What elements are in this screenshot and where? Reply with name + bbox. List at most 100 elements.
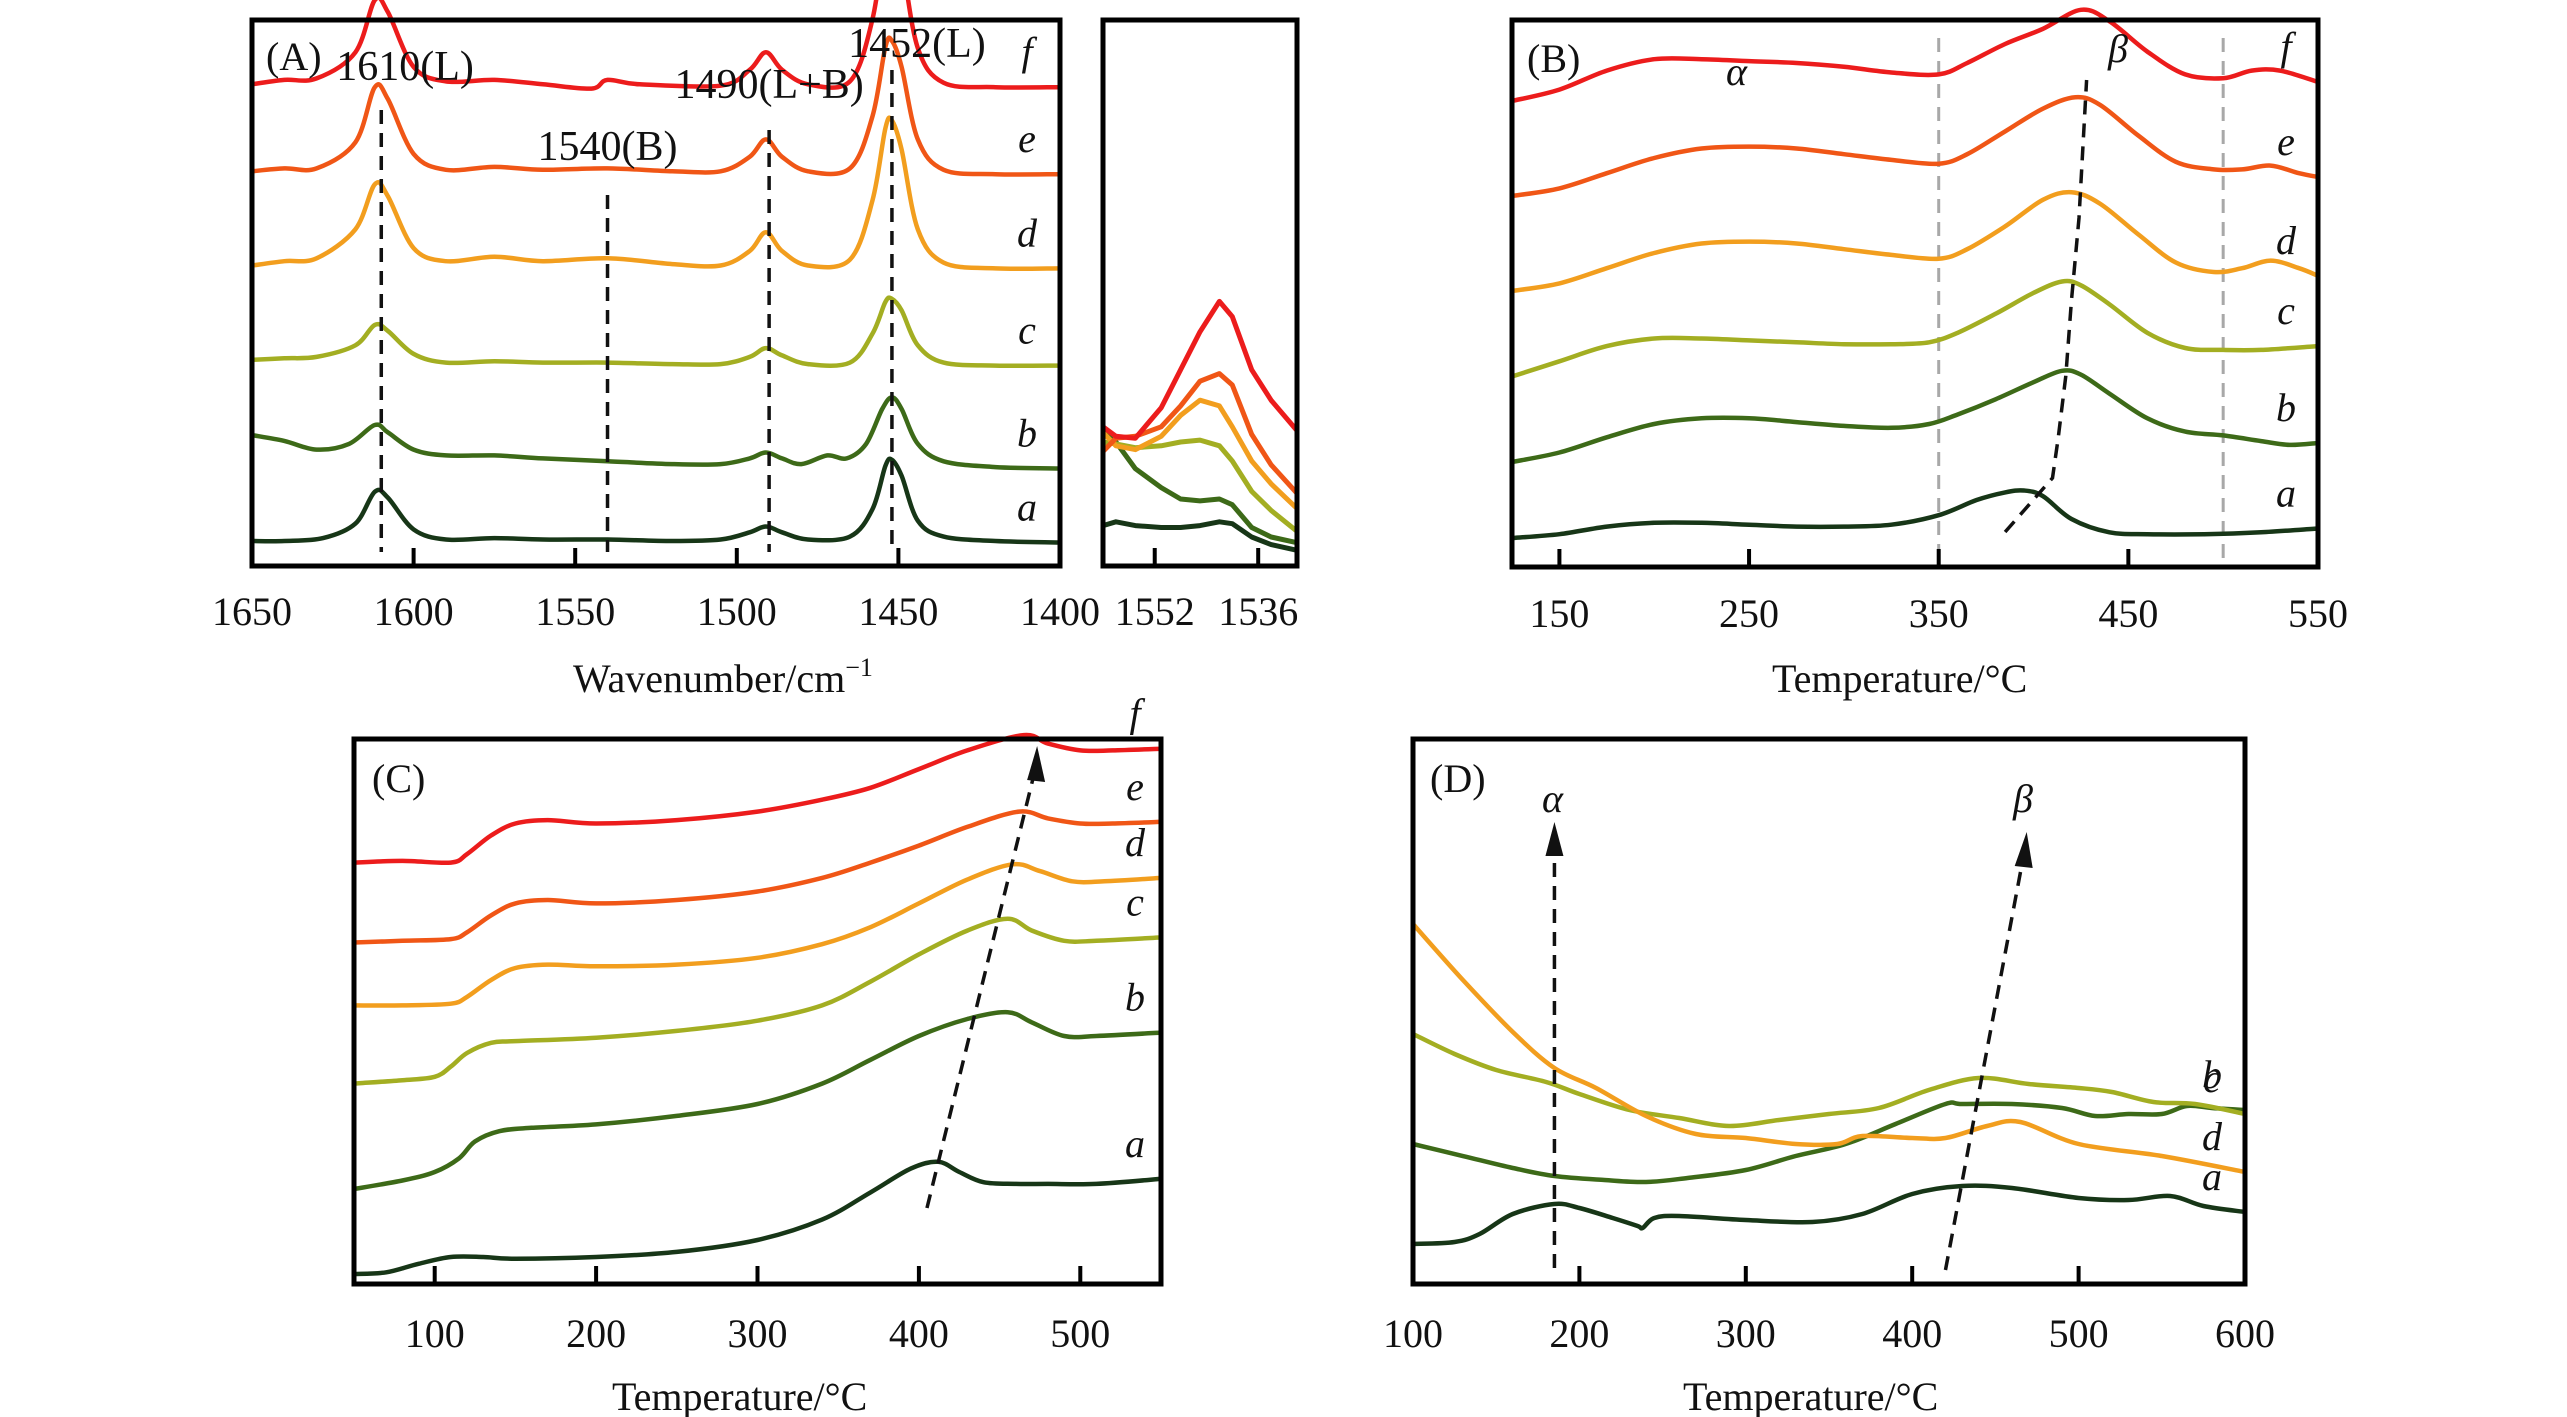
x-tick-label: 1400 <box>1020 589 1100 634</box>
curve-a <box>1410 1183 2248 1247</box>
panel-a-curves <box>249 0 1063 545</box>
beta-trend-line <box>1943 854 2026 1271</box>
curve-f <box>351 732 1164 866</box>
panel-a: 1610(L)1540(B)1490(L+B)1452(L) 1650 1600 1… <box>212 0 1100 701</box>
peak-annotation-1490: 1490(L+B) <box>674 62 863 108</box>
panel-b-beta-label: β <box>2107 26 2128 71</box>
curve-label-d: d <box>1125 820 1146 865</box>
curve-label-e: e <box>1126 764 1144 809</box>
panel-c-curves <box>351 732 1164 1277</box>
panel-c: 100 200 300 400 500 (C) Temperature/°C a b cde… <box>351 691 1164 1417</box>
x-tick-label: 300 <box>1716 1311 1776 1356</box>
curve-c <box>1100 437 1300 534</box>
curve-e <box>249 35 1063 177</box>
curve-a <box>249 456 1063 545</box>
curve-b <box>1509 368 2321 465</box>
curve-label-c: c <box>1126 879 1144 924</box>
curve-label-c: c <box>2277 288 2295 333</box>
panel-b-label: (B) <box>1527 36 1580 81</box>
panel-a-curve-labels: ab c d ef <box>1017 29 1038 529</box>
curve-b <box>1100 424 1300 546</box>
curve-f <box>1509 7 2321 104</box>
curve-d <box>1100 397 1300 511</box>
x-tick-label: 1550 <box>535 589 615 634</box>
curve-label-a: a <box>1017 484 1037 529</box>
curve-c <box>1509 278 2321 379</box>
panel-a-x-ticks: 1650 1600 1550 1500 1450 1400 <box>212 548 1100 634</box>
panel-b-frame <box>1509 17 2321 570</box>
panel-d-curve-labels: a bcd <box>2202 1052 2223 1199</box>
curve-a <box>351 1159 1164 1277</box>
curve-d <box>351 861 1164 1008</box>
beta-arrow-head-icon <box>2014 832 2033 868</box>
curve-label-d: d <box>2202 1114 2223 1159</box>
panel-d-trend-arrows <box>1545 822 2033 1271</box>
panel-b-alpha-label: α <box>1726 49 1748 94</box>
x-tick-label: 200 <box>1549 1311 1609 1356</box>
curve-label-f: f <box>1129 691 1145 736</box>
x-tick-label: 500 <box>1050 1311 1110 1356</box>
x-tick-label: 1600 <box>374 589 454 634</box>
peak-trend-line <box>925 769 1037 1209</box>
panel-a-x-axis-title: Wavenumber/cm−1 <box>573 653 873 701</box>
panel-a-inset-curves <box>1100 298 1300 553</box>
x-tick-label: 1650 <box>212 589 292 634</box>
peak-annotation-1540: 1540(B) <box>538 124 678 170</box>
curve-label-c: c <box>2203 1056 2221 1101</box>
x-tick-label: 450 <box>2098 591 2158 636</box>
panel-c-peak-trend-arrow <box>925 746 1046 1209</box>
curve-c <box>249 295 1063 369</box>
curve-label-a: a <box>2202 1154 2222 1199</box>
curve-d <box>1410 921 2248 1175</box>
curve-c <box>1410 1031 2248 1129</box>
panel-b-gray-guides <box>1937 38 2225 560</box>
panel-b-curve-labels: ab cd e f <box>2276 24 2297 516</box>
curve-d <box>249 115 1063 272</box>
curve-label-b: b <box>1017 411 1037 456</box>
curve-label-b: b <box>2202 1052 2222 1097</box>
panel-a-inset-x-ticks: 1552 1536 <box>1115 548 1298 634</box>
curve-label-d: d <box>2276 218 2297 263</box>
panel-b-x-ticks: 150 250 350 450 550 <box>1529 549 2348 636</box>
x-tick-label: 400 <box>1882 1311 1942 1356</box>
panel-c-label: (C) <box>372 756 425 801</box>
curve-label-a: a <box>1125 1121 1145 1166</box>
x-tick-label: 1500 <box>697 589 777 634</box>
curve-b <box>1410 1100 2248 1185</box>
curve-f <box>249 0 1063 91</box>
panel-a-inset-frame <box>1100 17 1300 569</box>
panel-c-frame <box>351 736 1164 1287</box>
x-tick-label: 1552 <box>1115 589 1195 634</box>
curve-a <box>1100 519 1300 553</box>
panel-d-curves <box>1410 921 2248 1247</box>
panel-a-label: (A) <box>266 34 322 79</box>
curve-label-b: b <box>2276 385 2296 430</box>
panel-b: 150 250 350 450 550 (B) Temperature/°C α β a… <box>1509 7 2348 701</box>
panel-d-x-ticks: 100 200 300 400 500 600 <box>1383 1266 2275 1356</box>
x-tick-label: 600 <box>2215 1311 2275 1356</box>
curve-e <box>351 809 1164 945</box>
panel-d-label: (D) <box>1430 756 1486 801</box>
curve-label-a: a <box>2276 471 2296 516</box>
x-tick-label: 250 <box>1719 591 1779 636</box>
arrow-head-icon <box>1027 746 1046 782</box>
curve-a <box>1509 488 2321 541</box>
curve-label-e: e <box>1018 116 1036 161</box>
panel-b-beta-trend <box>2003 79 2089 534</box>
x-tick-label: 350 <box>1909 591 1969 636</box>
curve-label-b: b <box>1125 975 1145 1020</box>
curve-b <box>249 395 1063 471</box>
alpha-arrow-head-icon <box>1545 822 1564 856</box>
panel-c-x-ticks: 100 200 300 400 500 <box>405 1266 1110 1356</box>
curve-c <box>351 916 1164 1086</box>
panel-a-inset: 1552 1536 <box>1100 17 1300 634</box>
panel-b-x-axis-title: Temperature/°C <box>1772 656 2027 701</box>
panel-a-frame <box>249 17 1063 569</box>
curve-f <box>1100 298 1300 441</box>
curve-e <box>1509 94 2321 199</box>
panel-d-x-axis-title: Temperature/°C <box>1683 1374 1938 1417</box>
curve-b <box>351 1009 1164 1192</box>
curve-label-c: c <box>1018 308 1036 353</box>
panel-a-x-axis-title-text: Wavenumber/cm <box>573 656 845 701</box>
